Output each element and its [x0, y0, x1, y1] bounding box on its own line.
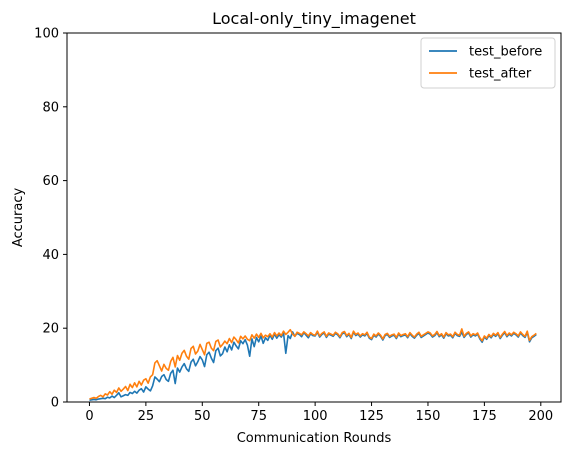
y-axis-label: Accuracy: [11, 188, 26, 248]
legend: test_before test_after: [420, 37, 556, 89]
y-axis: 0 20 40 60 80 100: [34, 27, 67, 411]
x-tick-label: 50: [194, 409, 211, 424]
x-axis: 0 25 50 75 100 125 150 175 200: [85, 402, 553, 424]
x-tick-label: 200: [528, 409, 553, 424]
x-tick-label: 0: [85, 409, 93, 424]
chart-title: Local-only_tiny_imagenet: [212, 9, 416, 29]
series-line-test-before: [89, 331, 537, 401]
x-axis-label: Communication Rounds: [237, 431, 392, 446]
x-tick-label: 100: [303, 409, 328, 424]
series-line-test-after: [89, 328, 537, 400]
x-tick-label: 125: [359, 409, 384, 424]
y-tick-label: 20: [42, 322, 59, 337]
y-tick-label: 100: [34, 27, 59, 42]
y-tick-label: 0: [51, 396, 59, 411]
y-tick-label: 80: [42, 100, 59, 115]
y-tick-label: 60: [42, 174, 59, 189]
x-tick-label: 25: [138, 409, 155, 424]
legend-label: test_after: [469, 67, 532, 82]
axes-frame: [66, 32, 562, 403]
x-tick-label: 175: [472, 409, 497, 424]
plot-area: [89, 328, 537, 401]
x-tick-label: 75: [250, 409, 267, 424]
x-tick-label: 150: [416, 409, 441, 424]
y-tick-label: 40: [42, 248, 59, 263]
legend-label: test_before: [469, 45, 542, 60]
